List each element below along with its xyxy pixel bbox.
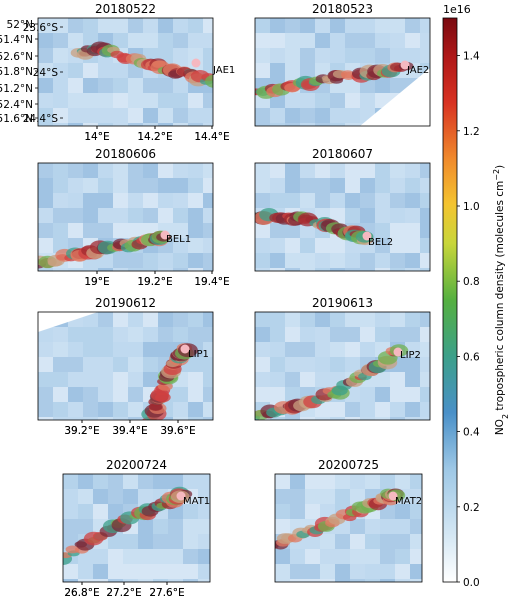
x-tick-label: 14.2°E	[137, 131, 172, 143]
x-tick-label: 39.6°E	[160, 425, 195, 437]
y-tick-label: 52°N	[7, 19, 33, 31]
x-tick-label: 26.8°E	[64, 587, 99, 599]
colorbar-tick-label: 1.4	[463, 51, 480, 63]
site-marker	[180, 344, 190, 354]
colorbar-tick-label: 0.6	[463, 351, 480, 363]
y-tick-label: 51.2°N	[0, 83, 33, 95]
x-tick-label: 19.2°E	[137, 276, 172, 288]
x-tick-label: 14.4°E	[194, 131, 229, 143]
x-tick-label: 27.6°E	[149, 587, 184, 599]
map-panel-4: 20180607 BEL2 19°E 19.2°E 19.4°E	[84, 147, 431, 288]
colorbar-label: NO2 tropospheric column density (molecul…	[492, 165, 510, 435]
site-marker	[176, 491, 186, 501]
site-label: LIP2	[400, 350, 421, 361]
site-label: BEL2	[368, 237, 393, 248]
site-marker	[191, 58, 201, 68]
x-tick-label: 39.2°E	[64, 425, 99, 437]
colorbar-tick-label: 1.0	[463, 201, 480, 213]
y-tick-label: 51.8°N	[0, 66, 33, 78]
site-marker	[388, 491, 398, 501]
panel-title: 20180607	[312, 147, 373, 161]
colorbar-gradient	[442, 17, 458, 583]
map-panel-7: 20200724 MAT1 26.8°E 27.2°E 27.6°E 23.6°S 24°S…	[23, 22, 211, 599]
panel-title: 20180522	[95, 2, 156, 16]
panel-title: 20190612	[95, 296, 156, 310]
y-tick-label: 51.4°N	[0, 34, 33, 46]
x-tick-label: 14.2°E	[137, 131, 172, 143]
panel-title: 20180523	[312, 2, 373, 16]
x-tick-label: 27.2°E	[106, 587, 141, 599]
map-panel-2: 20180523 JAE2 14°E 14.2°E 14.4°E	[84, 2, 431, 143]
x-tick-label: 27.6°E	[149, 587, 184, 599]
panel-title: 20200725	[318, 458, 379, 472]
x-tick-label: 39.4°E	[112, 425, 147, 437]
x-tick-label: 27.2°E	[106, 587, 141, 599]
x-tick-label: 19.4°E	[194, 276, 229, 288]
y-tick-label: 52.6°N	[0, 51, 33, 63]
site-label: MAT1	[183, 496, 210, 507]
site-marker	[393, 347, 403, 357]
panel-title: 20200724	[106, 458, 167, 472]
y-tick-label: 23.6°S	[23, 22, 59, 34]
colorbar-tick-label: 1.2	[463, 126, 480, 138]
map-panel-6: 20190613 LIP2 39.2°E 39.4°E 39.6°E	[64, 296, 431, 437]
site-marker	[362, 231, 372, 241]
site-label: JAE1	[212, 65, 235, 76]
x-tick-label: 14°E	[84, 131, 109, 143]
map-panel-8: 20200725 MAT2 26.8°E 27.2°E 27.6°E	[64, 458, 423, 599]
site-marker	[160, 230, 170, 240]
site-marker	[400, 60, 410, 70]
map-panel-1: 20180522 JAE1 14°E 14.2°E 14.4°E 52°N 51.8°N 51…	[0, 2, 235, 143]
x-tick-label: 19.2°E	[137, 276, 172, 288]
colorbar-tick-label: 0.4	[463, 427, 480, 439]
colorbar-tick-label: 0.8	[463, 276, 480, 288]
colorbar: 1e16 0.0 0.2 0.4 0.6 0.8 1.0 1.2 1.4 NO2 troposph…	[442, 3, 510, 589]
x-tick-label: 26.8°E	[64, 587, 99, 599]
colorbar-tick-label: 0.0	[463, 577, 480, 589]
map-panel-3: 20180606 BEL1 19°E 19.2°E 19.4°E 51.4°N 51.2°N	[0, 34, 230, 288]
site-label: JAE2	[406, 65, 429, 76]
colorbar-tick-label: 0.2	[463, 502, 480, 514]
x-tick-label: 39.4°E	[112, 425, 147, 437]
y-tick-label: 24.4°S	[23, 113, 59, 125]
x-tick-label: 14°E	[84, 131, 109, 143]
x-tick-label: 14.4°E	[194, 131, 229, 143]
x-tick-label: 19.4°E	[194, 276, 229, 288]
colorbar-exponent: 1e16	[443, 3, 471, 16]
panel-title: 20190613	[312, 296, 373, 310]
x-tick-label: 19°E	[84, 276, 109, 288]
y-tick-label: 51.6°N	[0, 113, 33, 125]
y-tick-label: 52.4°N	[0, 99, 33, 111]
x-tick-label: 39.6°E	[160, 425, 195, 437]
panel-title: 20180606	[95, 147, 156, 161]
site-label: MAT2	[395, 496, 422, 507]
site-label: LIP1	[188, 349, 209, 360]
site-label: BEL1	[166, 234, 191, 245]
x-tick-label: 19°E	[84, 276, 109, 288]
x-tick-label: 39.2°E	[64, 425, 99, 437]
map-panel-5: 20190612 LIP1 39.2°E 39.4°E 39.6°E 52.6°N 52.4…	[0, 51, 214, 437]
y-tick-label: 24°S	[33, 67, 59, 79]
